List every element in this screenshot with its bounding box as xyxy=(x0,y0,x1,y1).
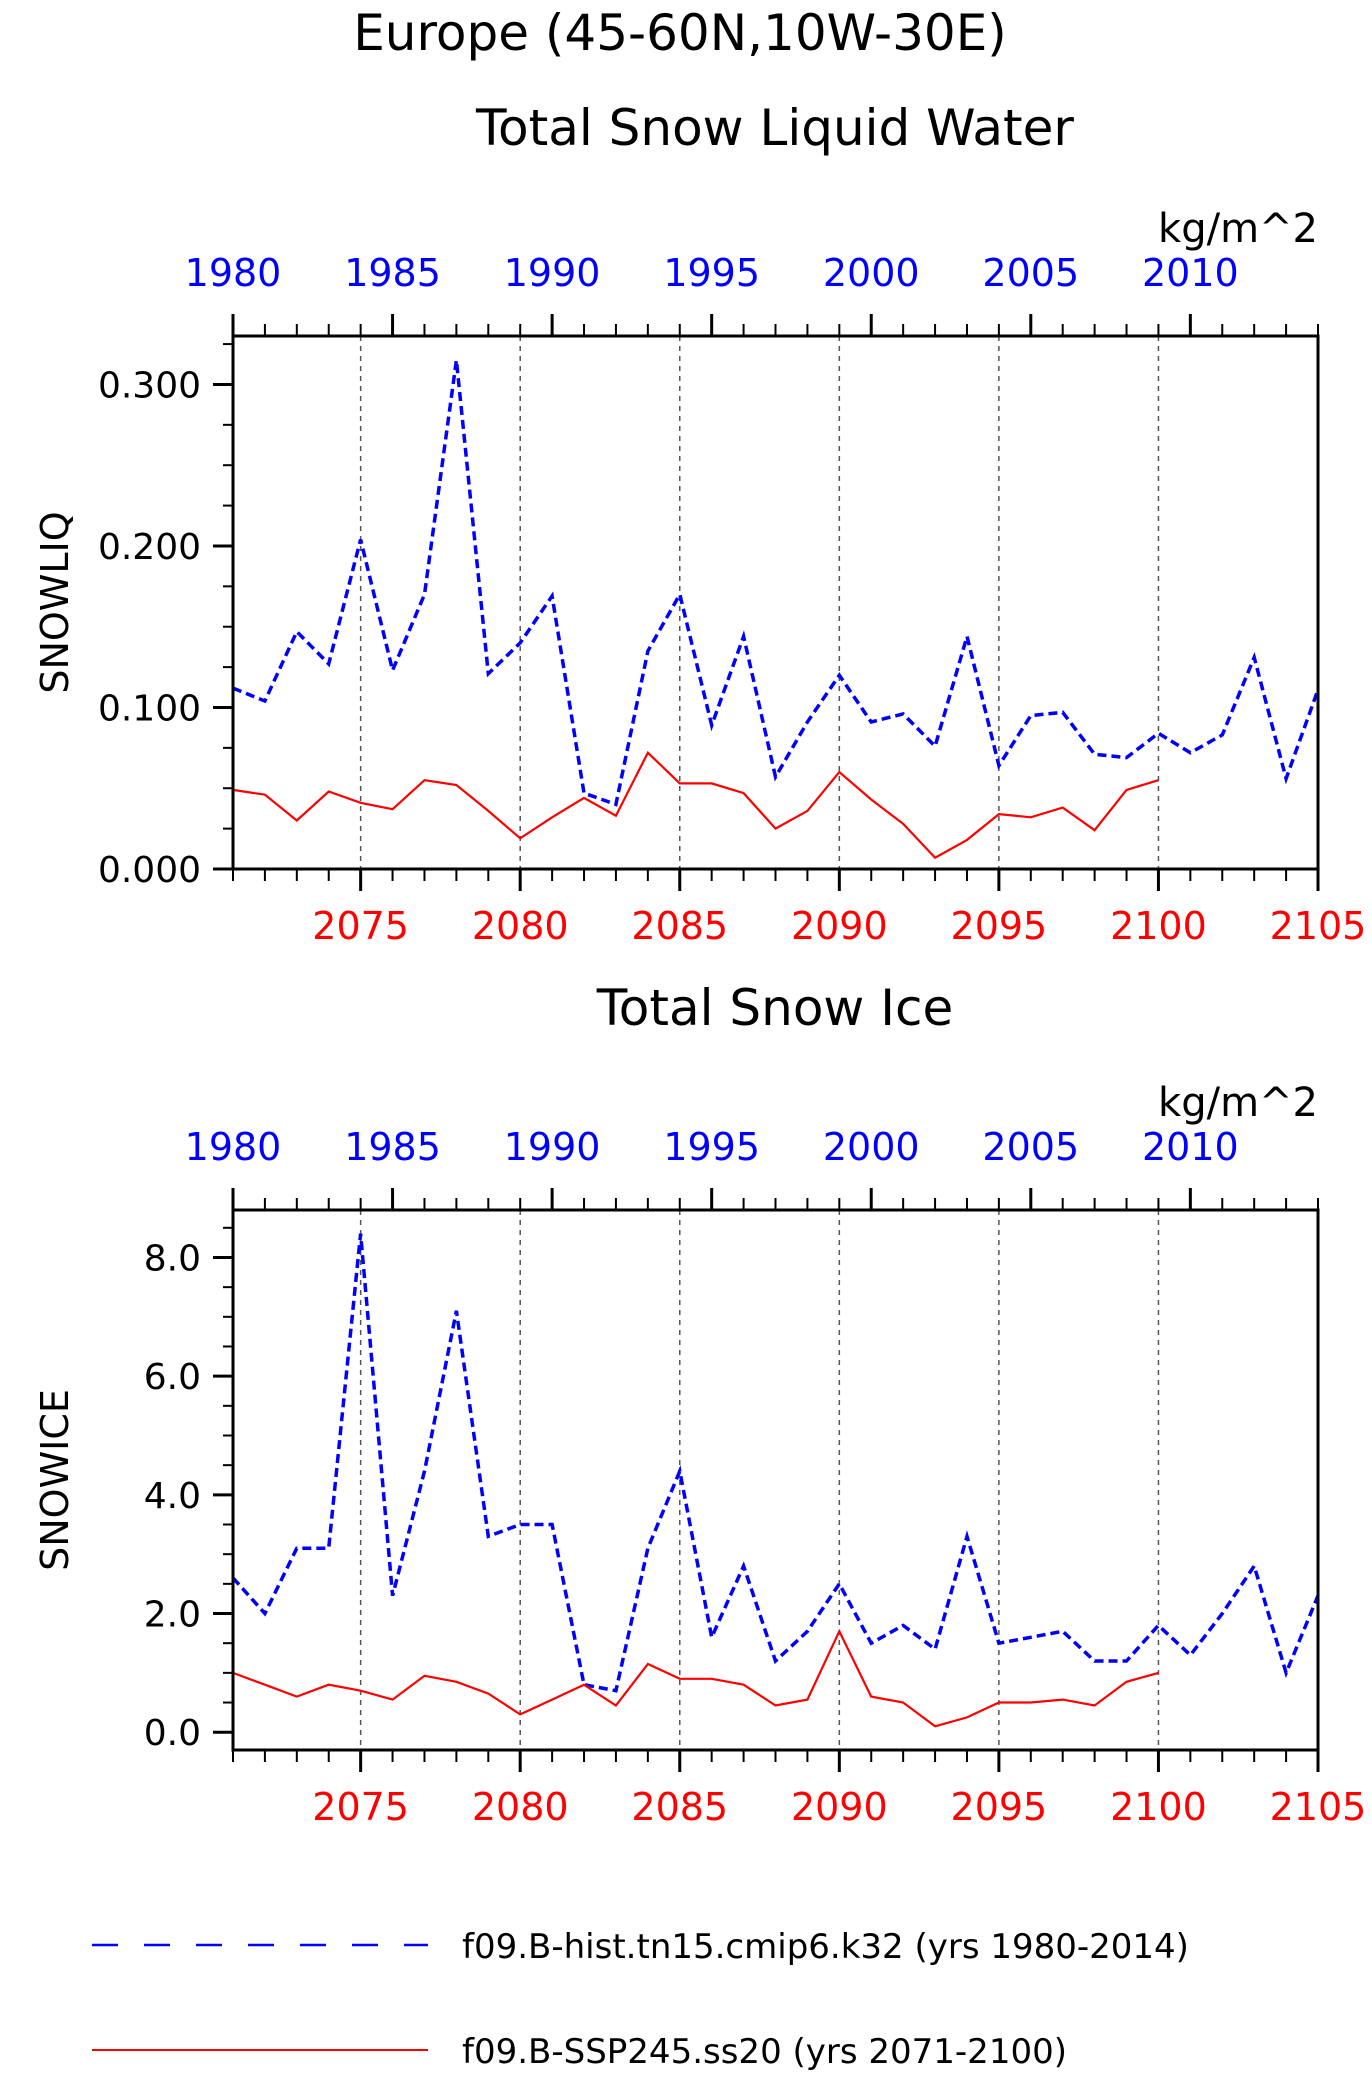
x-bottom-tick-label: 2105 xyxy=(1270,904,1367,948)
x-bottom-tick-label: 2075 xyxy=(312,904,409,948)
plot-frame xyxy=(231,1208,1320,1752)
x-bottom-tick-label: 2095 xyxy=(951,904,1048,948)
series-line-hist xyxy=(231,1233,1320,1693)
x-top-tick-label: 2005 xyxy=(982,251,1079,295)
x-bottom-tick-label: 2100 xyxy=(1110,904,1207,948)
units-label: kg/m^2 xyxy=(1158,1080,1318,1126)
x-top-tick-label: 2005 xyxy=(982,1125,1079,1169)
legend-label: f09.B-SSP245.ss20 (yrs 2071-2100) xyxy=(462,2032,1067,2072)
x-top-tick-label: 1985 xyxy=(344,251,441,295)
x-top-tick-label: 2000 xyxy=(823,251,920,295)
x-top-tick-label: 2010 xyxy=(1142,1125,1239,1169)
y-tick-label: 0.000 xyxy=(98,850,201,891)
plot-frame xyxy=(231,334,1320,871)
chart-title: Total Snow Ice xyxy=(596,979,953,1037)
chart-panel-1: Total Snow Liquid Water kg/m^2 SNOWLIQ 0.00… xyxy=(33,99,1366,948)
y-tick-label: 0.100 xyxy=(98,688,201,729)
chart-title: Total Snow Liquid Water xyxy=(475,99,1074,157)
y-tick-label: 6.0 xyxy=(144,1357,201,1398)
x-top-tick-label: 1995 xyxy=(663,1125,760,1169)
panels: Total Snow Liquid Waterkg/m^2SNOWLIQ0.00… xyxy=(33,99,1366,1829)
x-bottom-tick-label: 2105 xyxy=(1270,1785,1367,1829)
x-bottom-tick-label: 2080 xyxy=(472,1785,569,1829)
x-bottom-tick-label: 2100 xyxy=(1110,1785,1207,1829)
y-axis-label: SNOWLIQ xyxy=(33,511,77,693)
y-tick-label: 4.0 xyxy=(144,1476,201,1517)
y-tick-label: 0.300 xyxy=(98,365,201,406)
series-line-hist xyxy=(232,359,1320,807)
y-axis-label: SNOWICE xyxy=(33,1389,77,1571)
figure-title: Europe (45-60N,10W-30E) xyxy=(353,4,1007,62)
y-tick-label: 0.0 xyxy=(144,1713,201,1754)
legend: f09.B-hist.tn15.cmip6.k32 (yrs 1980-2014… xyxy=(92,1927,1189,2072)
units-label: kg/m^2 xyxy=(1158,206,1318,252)
x-top-tick-label: 1995 xyxy=(663,251,760,295)
x-bottom-tick-label: 2090 xyxy=(791,1785,888,1829)
x-top-tick-label: 1990 xyxy=(504,251,601,295)
x-top-tick-label: 1980 xyxy=(185,1125,282,1169)
x-bottom-tick-label: 2080 xyxy=(472,904,569,948)
x-bottom-tick-label: 2085 xyxy=(631,1785,728,1829)
x-top-tick-label: 2000 xyxy=(823,1125,920,1169)
x-top-tick-label: 1990 xyxy=(504,1125,601,1169)
y-tick-label: 0.200 xyxy=(98,527,201,568)
chart-panel-2: Total Snow Ice kg/m^2 SNOWICE 0.0 2.0 4.0 6.0 8… xyxy=(33,979,1366,1829)
x-top-tick-label: 1980 xyxy=(185,251,282,295)
x-bottom-tick-label: 2075 xyxy=(312,1785,409,1829)
x-top-tick-label: 1985 xyxy=(344,1125,441,1169)
series-line-ssp245 xyxy=(232,750,1159,860)
y-tick-label: 8.0 xyxy=(144,1238,201,1279)
x-top-tick-label: 2010 xyxy=(1142,251,1239,295)
x-bottom-tick-label: 2095 xyxy=(951,1785,1048,1829)
series-line-ssp245 xyxy=(232,1628,1159,1728)
legend-label: f09.B-hist.tn15.cmip6.k32 (yrs 1980-2014… xyxy=(462,1927,1189,1967)
y-tick-label: 2.0 xyxy=(144,1595,201,1636)
x-bottom-tick-label: 2090 xyxy=(791,904,888,948)
x-bottom-tick-label: 2085 xyxy=(631,904,728,948)
